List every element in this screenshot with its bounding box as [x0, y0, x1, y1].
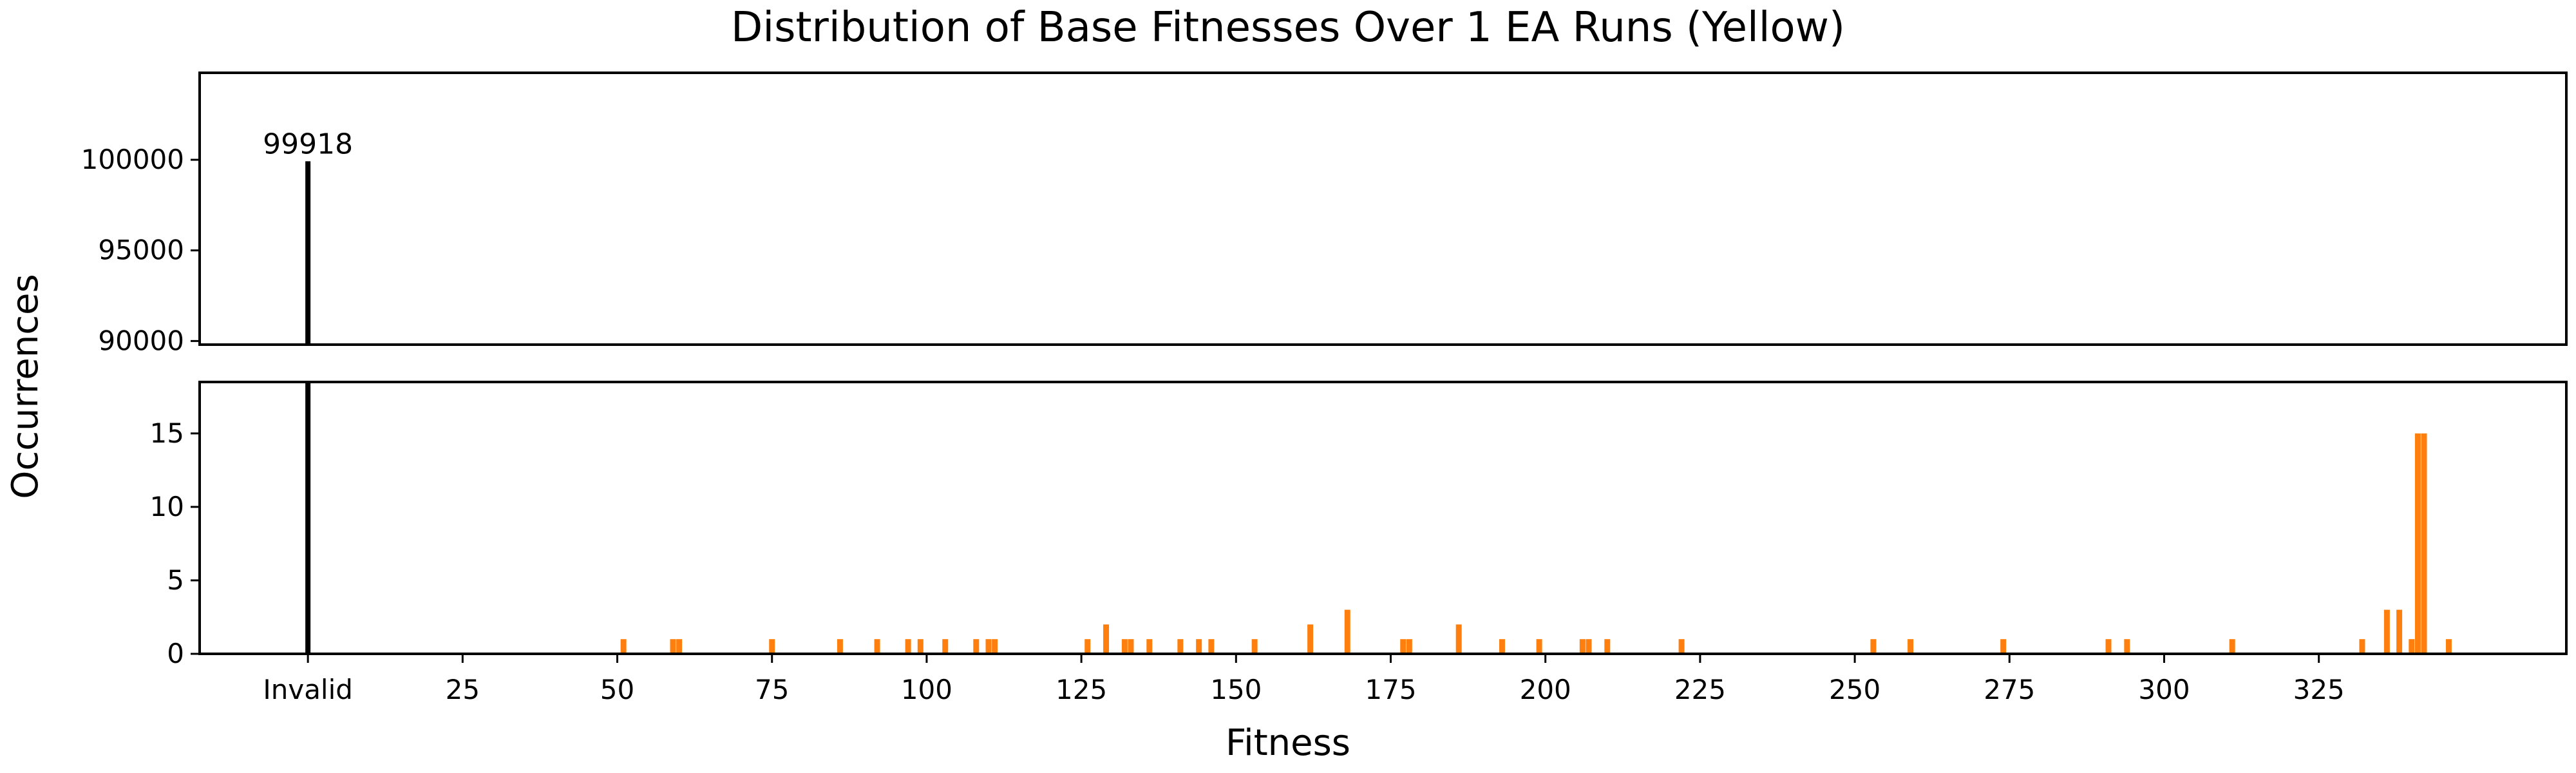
invalid-bar [305, 161, 311, 345]
bar [676, 639, 683, 654]
bar [905, 639, 911, 654]
x-axis-label: Fitness [1226, 722, 1350, 764]
x-tick-label: 175 [1365, 674, 1416, 705]
bar [2421, 433, 2427, 654]
bar [2409, 639, 2415, 654]
bar [670, 639, 676, 654]
bar [1579, 639, 1586, 654]
y-axis-label: Occurrences [5, 274, 46, 499]
bar [992, 639, 998, 654]
panel-frame [198, 381, 2568, 655]
x-tick-label: Invalid [263, 674, 353, 705]
x-tick-label: 250 [1829, 674, 1880, 705]
bar [917, 639, 923, 654]
bar [1196, 639, 1202, 654]
x-tick-label: 125 [1056, 674, 1107, 705]
lower-panel: 0 5 10 15 Invalid 25 50 75 100 125 150 175 200 225 250… [150, 381, 2568, 705]
bar [985, 639, 992, 654]
bar [2000, 639, 2007, 654]
x-tick-label: 150 [1210, 674, 1262, 705]
bar [1103, 624, 1110, 654]
bar [1208, 639, 1215, 654]
bar [2124, 639, 2130, 654]
x-tick-label: 50 [600, 674, 634, 705]
bar [2396, 609, 2403, 654]
bar [1084, 639, 1091, 654]
x-tick-label: 200 [1520, 674, 1571, 705]
bar [874, 639, 880, 654]
bar [1121, 639, 1128, 654]
chart-title: Distribution of Base Fitnesses Over 1 EA… [731, 4, 1845, 52]
y-tick-label: 15 [150, 417, 184, 449]
bar [1128, 639, 1134, 654]
y-tick-label: 10 [150, 491, 184, 522]
y-tick-label: 95000 [98, 234, 184, 266]
bar [2105, 639, 2112, 654]
bar [1307, 624, 1314, 654]
y-tick-label: 100000 [81, 144, 184, 175]
bar [1251, 639, 1258, 654]
bar [1177, 639, 1184, 654]
bar [1908, 639, 1914, 654]
x-tick-label: 275 [1984, 674, 2035, 705]
y-tick-label: 90000 [98, 325, 184, 356]
bar [973, 639, 980, 654]
bar [1678, 639, 1685, 654]
bar [1586, 639, 1592, 654]
bar [769, 639, 775, 654]
bar [942, 639, 949, 654]
bar [1870, 639, 1877, 654]
bar [620, 639, 627, 654]
bar [2359, 639, 2365, 654]
y-tick-label: 5 [167, 564, 184, 596]
bar [1536, 639, 1542, 654]
bar [2229, 639, 2235, 654]
x-tick-label: 100 [901, 674, 952, 705]
bar [1604, 639, 1611, 654]
invalid-bar [305, 382, 311, 654]
bar [2414, 433, 2421, 654]
bar [1406, 639, 1412, 654]
bar [1499, 639, 1505, 654]
bar [1455, 624, 1462, 654]
bar [2445, 639, 2452, 654]
x-tick-label: 75 [755, 674, 789, 705]
bar [2383, 609, 2390, 654]
invalid-bar-value-label: 99918 [263, 128, 353, 160]
x-tick-label: 225 [1674, 674, 1726, 705]
y-tick-label: 0 [167, 638, 184, 669]
bar [1146, 639, 1153, 654]
bar [837, 639, 843, 654]
bar [1400, 639, 1406, 654]
x-tick-label: 325 [2293, 674, 2345, 705]
panel-frame [198, 72, 2568, 346]
x-tick-label: 300 [2138, 674, 2190, 705]
bar [1344, 609, 1350, 654]
upper-panel: 90000 95000 100000 99918 [81, 72, 2568, 356]
x-tick-label: 25 [446, 674, 480, 705]
